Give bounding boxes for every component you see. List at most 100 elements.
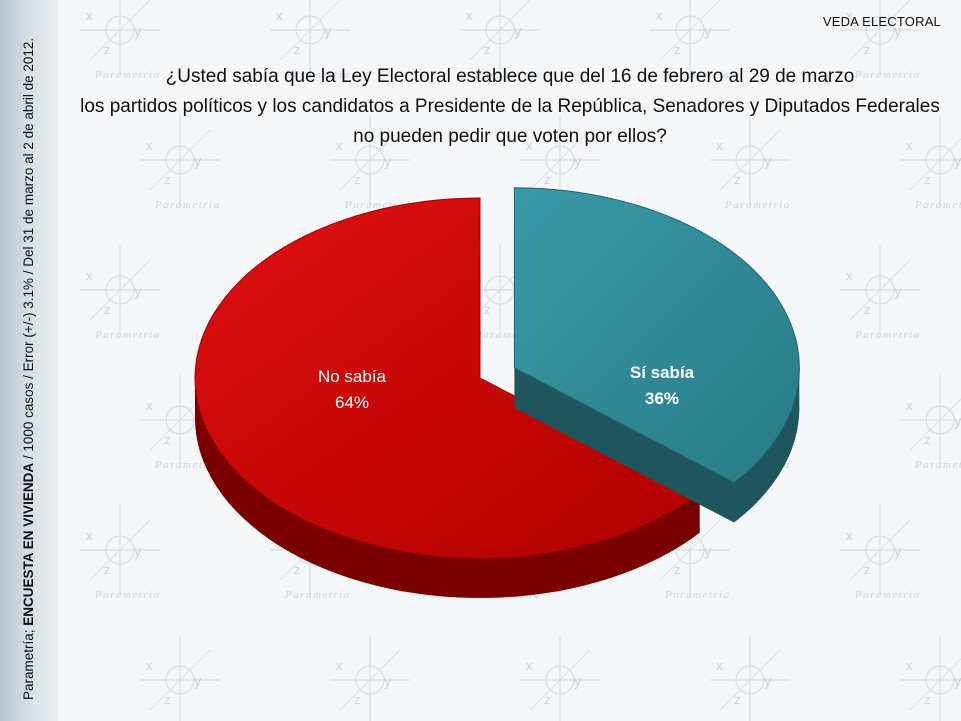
watermark-y-glyph: y [954, 673, 961, 690]
question-line-2: los partidos políticos y los candidatos … [80, 96, 940, 117]
watermark-x-glyph: x [146, 658, 153, 673]
watermark-y-glyph: y [954, 413, 961, 430]
watermark-x-glyph: x [846, 8, 853, 23]
watermark-x-glyph: x [466, 8, 473, 23]
watermark-z-glyph: z [734, 692, 741, 707]
watermark-tile: y x z Parametría [80, 245, 161, 341]
watermark-tile: y x z Parametría [520, 635, 601, 721]
watermark-z-glyph: z [294, 562, 301, 577]
watermark-y-glyph: y [134, 283, 142, 300]
watermark-x-glyph: x [906, 138, 913, 153]
watermark-x-glyph: x [716, 658, 723, 673]
watermark-x-glyph: x [336, 658, 343, 673]
watermark-x-glyph: x [846, 268, 853, 283]
watermark-tile: y x z Parametría [840, 0, 921, 81]
slice-value-label: 36% [645, 389, 679, 408]
watermark-z-glyph: z [734, 172, 741, 187]
watermark-brand: Parametría [914, 199, 961, 211]
watermark-brand: Parametría [664, 69, 731, 81]
watermark-y-glyph: y [514, 23, 522, 40]
pie-slice-side [195, 375, 700, 598]
watermark-z-glyph: z [354, 172, 361, 187]
watermark-z-glyph: z [544, 692, 551, 707]
watermark-brand: Parametría [914, 459, 961, 471]
question-line-3: no pueden pedir que voten por ellos? [353, 126, 667, 147]
watermark-y-glyph: y [704, 23, 712, 40]
watermark-x-glyph: x [86, 8, 93, 23]
watermark-brand: Parametría [534, 719, 601, 721]
watermark-brand: Parametría [724, 719, 791, 721]
watermark-x-glyph: x [526, 658, 533, 673]
question-title: ¿Usted sabía que la Ley Electoral establ… [60, 62, 960, 152]
pie-slice-si-sabia [513, 187, 800, 523]
watermark-y-glyph: y [704, 543, 712, 560]
watermark-y-glyph: y [764, 153, 772, 170]
watermark-brand: Parametría [94, 329, 161, 341]
pie-slice-top [513, 187, 800, 484]
watermark-y-glyph: y [764, 673, 772, 690]
watermark-y-glyph: y [134, 543, 142, 560]
watermark-z-glyph: z [924, 432, 931, 447]
pie-slice-side [734, 365, 800, 523]
pie-slice-top [194, 197, 701, 559]
watermark-y-glyph: y [954, 153, 961, 170]
watermark-y-glyph: y [384, 153, 392, 170]
watermark-z-glyph: z [674, 562, 681, 577]
watermark-z-glyph: z [104, 42, 111, 57]
watermark-brand: Parametría [474, 69, 541, 81]
watermark-tile: y x z Parametría [80, 0, 161, 81]
watermark-tile: y x z Parametría [900, 375, 961, 471]
watermark-y-glyph: y [384, 673, 392, 690]
watermark-y-glyph: y [324, 23, 332, 40]
pie-slice-cut-face [514, 367, 734, 523]
watermark-z-glyph: z [484, 42, 491, 57]
watermark-y-glyph: y [894, 283, 902, 300]
watermark-x-glyph: x [656, 8, 663, 23]
watermark-z-glyph: z [354, 692, 361, 707]
watermark-z-glyph: z [164, 172, 171, 187]
watermark-brand: Parametría [854, 329, 921, 341]
watermark-y-glyph: y [574, 673, 582, 690]
watermark-x-glyph: x [526, 138, 533, 153]
side-strip [0, 0, 58, 721]
watermark-z-glyph: z [864, 302, 871, 317]
watermark-tile: y x z Parametría [710, 635, 791, 721]
watermark-z-glyph: z [864, 42, 871, 57]
watermark-x-glyph: x [146, 398, 153, 413]
watermark-brand: Parametría [154, 459, 221, 471]
watermark-z-glyph: z [924, 172, 931, 187]
watermark-brand: Parametría [854, 69, 921, 81]
watermark-brand: Parametría [284, 69, 351, 81]
watermark-brand: Parametría [724, 199, 791, 211]
watermark-tile: y x z Parametría [460, 0, 541, 81]
watermark-tile: y x z Parametría [330, 635, 411, 721]
watermark-x-glyph: x [906, 398, 913, 413]
watermark-brand: Parametría [94, 589, 161, 601]
watermark-brand: Parametría [94, 69, 161, 81]
watermark-brand: Parametría [344, 719, 411, 721]
watermark-z-glyph: z [104, 302, 111, 317]
watermark-x-glyph: x [276, 8, 283, 23]
watermark-z-glyph: z [104, 562, 111, 577]
watermark-z-glyph: z [164, 432, 171, 447]
watermark-tile: y x z Parametría [840, 245, 921, 341]
watermark-y-glyph: y [134, 23, 142, 40]
watermark-x-glyph: x [86, 268, 93, 283]
slice-label: No sabía [318, 367, 387, 386]
watermark-brand: Parametría [914, 719, 961, 721]
watermark-y-glyph: y [194, 673, 202, 690]
watermark-z-glyph: z [164, 692, 171, 707]
watermark-y-glyph: y [574, 153, 582, 170]
watermark-x-glyph: x [336, 138, 343, 153]
slice-value-label: 64% [335, 393, 369, 412]
watermark-z-glyph: z [544, 172, 551, 187]
watermark-y-glyph: y [894, 23, 902, 40]
watermark-z-glyph: z [294, 42, 301, 57]
watermark-z-glyph: z [924, 692, 931, 707]
